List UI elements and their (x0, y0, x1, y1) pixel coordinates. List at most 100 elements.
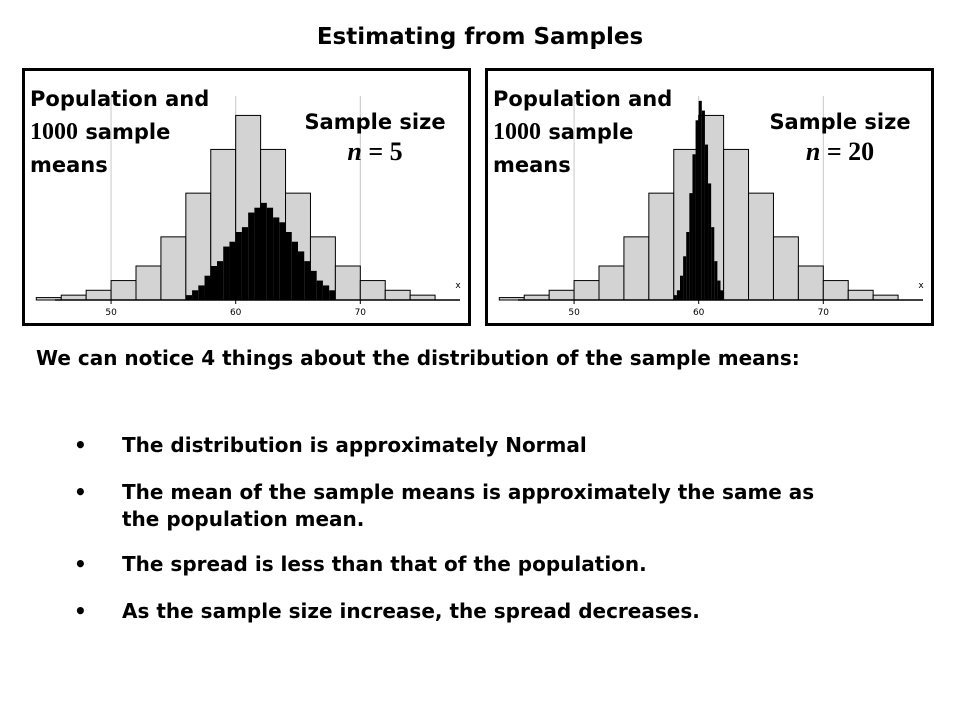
sample-mean-bar (714, 261, 718, 300)
sample-size-label: Sample size n = 20 (750, 107, 930, 167)
sample-mean-bar (241, 227, 249, 300)
sample-mean-bar (260, 202, 267, 300)
sample-size-text: Sample size (769, 110, 911, 134)
sample-mean-bar (291, 241, 298, 300)
sample-mean-bar (695, 120, 699, 301)
sample-mean-bar (701, 110, 705, 300)
histogram-n5: 50 60 70 x (35, 96, 461, 318)
observation-text: As the sample size increase, the spread … (122, 599, 700, 623)
sample-size-text: Sample size (304, 110, 446, 134)
sample-mean-bar (329, 290, 336, 300)
histogram-n20: 50 60 70 x (498, 96, 924, 318)
observation-text: The mean of the sample means is approxim… (122, 480, 815, 531)
sample-mean-bar (711, 227, 715, 300)
chart-panel-n5: 50 60 70 x Population and 1000 sample means… (22, 68, 471, 326)
slide-title: Estimating from Samples (316, 24, 644, 50)
sample-mean-bar (673, 295, 677, 300)
x-tick-label: 70 (355, 308, 367, 318)
x-tick-label: 60 (693, 308, 705, 318)
sample-mean-bar (217, 261, 224, 300)
sample-mean-bar (304, 261, 311, 300)
sample-mean-bar (698, 100, 702, 300)
population-label: Population and 1000 sample means (493, 83, 672, 182)
sample-mean-bar (692, 154, 696, 300)
sample-mean-bar (285, 232, 292, 300)
sample-mean-bar (254, 207, 261, 300)
x-axis-label: x (455, 281, 461, 291)
n-value: n = 5 (285, 137, 465, 167)
population-bar (359, 280, 386, 301)
bullet-icon: • (74, 433, 87, 457)
population-bar (334, 265, 361, 301)
population-bar (797, 265, 824, 301)
sample-mean-bar (680, 275, 684, 300)
sample-mean-bar (316, 280, 323, 300)
population-bar (748, 192, 774, 301)
observation-text: The distribution is approximately Normal (122, 433, 587, 457)
population-label: Population and 1000 sample means (30, 83, 209, 182)
bullet-icon: • (74, 552, 87, 576)
sample-mean-bar (298, 251, 305, 300)
population-bar (772, 236, 799, 301)
observation-item: • As the sample size increase, the spread… (70, 598, 930, 625)
sample-mean-bar (229, 241, 236, 300)
observation-list: • The distribution is approximately Norma… (70, 432, 930, 625)
population-label-word: sample (85, 120, 171, 144)
sample-mean-bar (198, 285, 205, 300)
x-tick-label: 50 (105, 308, 117, 318)
sample-mean-bar (708, 183, 712, 300)
observation-item: • The distribution is approximately Norma… (70, 432, 930, 459)
sample-mean-bar (686, 232, 690, 300)
n-variable: n (347, 137, 362, 166)
sample-mean-bar (717, 280, 721, 300)
sample-mean-bar (689, 193, 693, 300)
population-label-number: 1000 (493, 119, 541, 145)
population-bar (135, 265, 162, 301)
bullet-icon: • (74, 480, 87, 504)
population-bar (723, 148, 750, 301)
sample-mean-bar (185, 295, 193, 300)
sample-size-label: Sample size n = 5 (285, 107, 465, 167)
population-bar (623, 236, 650, 301)
population-label-line3: means (30, 153, 108, 177)
intro-text: We can notice 4 things about the distrib… (36, 346, 800, 370)
sample-mean-bar (210, 266, 217, 300)
sample-mean-bar (322, 285, 330, 300)
sample-mean-bar (273, 217, 280, 300)
population-bar (598, 265, 625, 301)
sample-mean-bar (223, 246, 230, 300)
population-label-number: 1000 (30, 119, 78, 145)
sample-mean-bar (720, 290, 724, 300)
sample-mean-bar (266, 207, 274, 300)
sample-mean-bar (192, 290, 199, 300)
sample-mean-bar (310, 270, 317, 300)
population-label-word: sample (548, 120, 634, 144)
population-bar (548, 289, 575, 301)
x-tick-label: 50 (568, 308, 580, 318)
population-bar (85, 289, 112, 301)
chart-panel-n20: 50 60 70 x Population and 1000 sample means… (485, 68, 934, 326)
sample-mean-bar (704, 144, 709, 300)
sample-mean-bar (683, 256, 687, 300)
n-variable: n (805, 137, 821, 166)
sample-mean-bar (204, 275, 211, 300)
sample-mean-bar (676, 290, 680, 300)
n-equals: = 5 (361, 137, 403, 166)
n-value: n = 20 (750, 137, 930, 167)
population-label-line3: means (493, 153, 571, 177)
population-bar (384, 289, 411, 301)
population-bar (847, 289, 874, 301)
observation-item: • The spread is less than that of the pop… (70, 551, 930, 578)
n-equals: = 20 (820, 137, 875, 166)
x-axis-label: x (918, 281, 924, 291)
population-label-line1: Population and (493, 87, 673, 111)
population-bar (822, 280, 849, 301)
sample-mean-bar (235, 232, 242, 300)
population-bar (110, 280, 137, 301)
sample-mean-bar (279, 222, 286, 300)
observation-text: The spread is less than that of the popu… (122, 552, 647, 576)
population-bar (648, 192, 675, 301)
x-tick-label: 60 (230, 308, 242, 318)
population-bar (573, 280, 600, 301)
observation-item: • The mean of the sample means is approxi… (70, 479, 822, 533)
